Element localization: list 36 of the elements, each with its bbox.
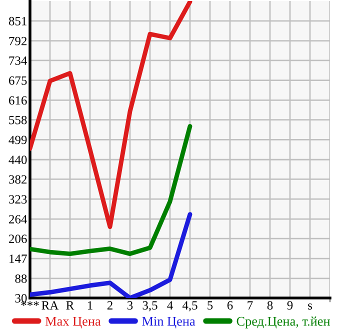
line-series	[30, 1, 192, 230]
y-tick-label: 264	[9, 215, 28, 224]
line-series	[30, 212, 192, 298]
y-tick-label: 88	[15, 274, 27, 283]
x-tick-label: ***	[21, 301, 39, 306]
y-tick-label: 851	[8, 16, 26, 26]
y-tick-label: 382	[9, 175, 27, 184]
y-tick-label: 30	[15, 294, 27, 302]
x-tick-label: 8	[267, 301, 273, 310]
y-tick-label: 616	[9, 96, 27, 105]
y-tick-label: 440	[8, 156, 27, 164]
legend-label: Max Цена	[45, 316, 101, 328]
x-tick-label: 7	[248, 301, 253, 310]
x-tick-label: 3,5	[142, 301, 158, 312]
x-tick-label: 4,5	[182, 301, 198, 312]
legend-label: Min Цена	[142, 316, 196, 328]
x-tick-label: 9	[287, 301, 293, 310]
x-tick-label: 6	[227, 301, 233, 310]
x-tick-label: 1	[88, 301, 92, 310]
y-tick-label: 147	[10, 254, 27, 263]
y-tick-label: 499	[8, 136, 27, 144]
line-series	[30, 124, 192, 256]
x-tick-label: 5	[208, 301, 213, 310]
y-tick-label: 675	[9, 76, 27, 85]
y-tick-label: 792	[9, 36, 27, 46]
y-tick-label: 206	[9, 234, 27, 244]
y-tick-label: 323	[9, 195, 27, 204]
y-tick-label: 734	[9, 56, 28, 65]
x-tick-label: RA	[42, 301, 59, 310]
x-tick-label: 4	[167, 301, 173, 310]
x-tick-label: R	[66, 301, 74, 310]
x-tick-label: s	[308, 304, 312, 310]
legend-label: Сред.Цена, т.йен	[236, 316, 330, 328]
x-tick-label: 3	[127, 301, 133, 310]
y-tick-label: 558	[9, 116, 27, 124]
x-tick-label: 2	[107, 301, 112, 310]
